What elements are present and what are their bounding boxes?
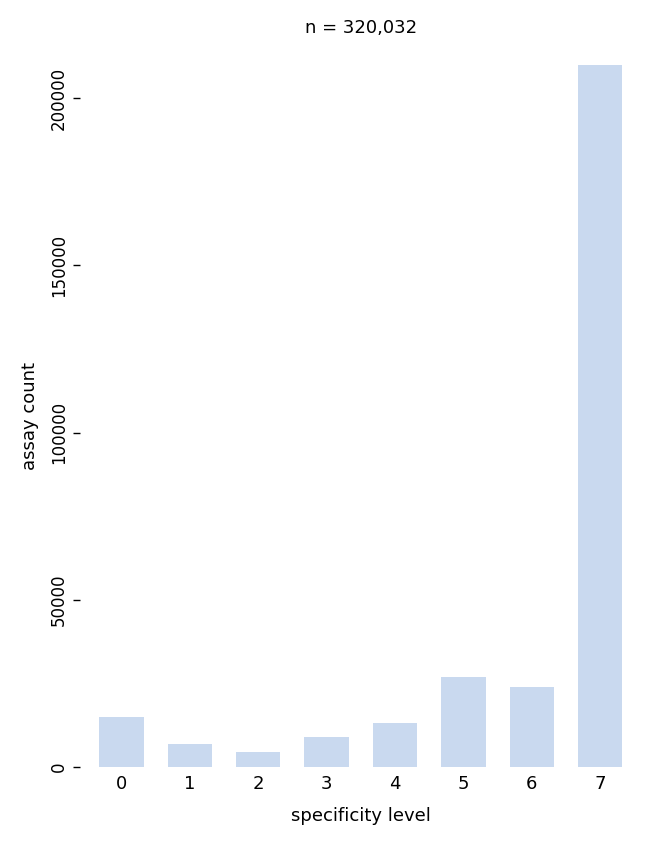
Bar — [167, 744, 212, 767]
Bar — [236, 752, 281, 767]
Y-axis label: assay count: assay count — [21, 362, 39, 470]
Bar — [373, 723, 417, 767]
Bar — [99, 717, 144, 767]
X-axis label: specificity level: specificity level — [291, 807, 431, 825]
Bar — [441, 677, 486, 767]
Bar — [510, 687, 554, 767]
Bar — [305, 737, 349, 767]
Text: n = 320,032: n = 320,032 — [305, 19, 417, 37]
Bar — [578, 0, 622, 767]
